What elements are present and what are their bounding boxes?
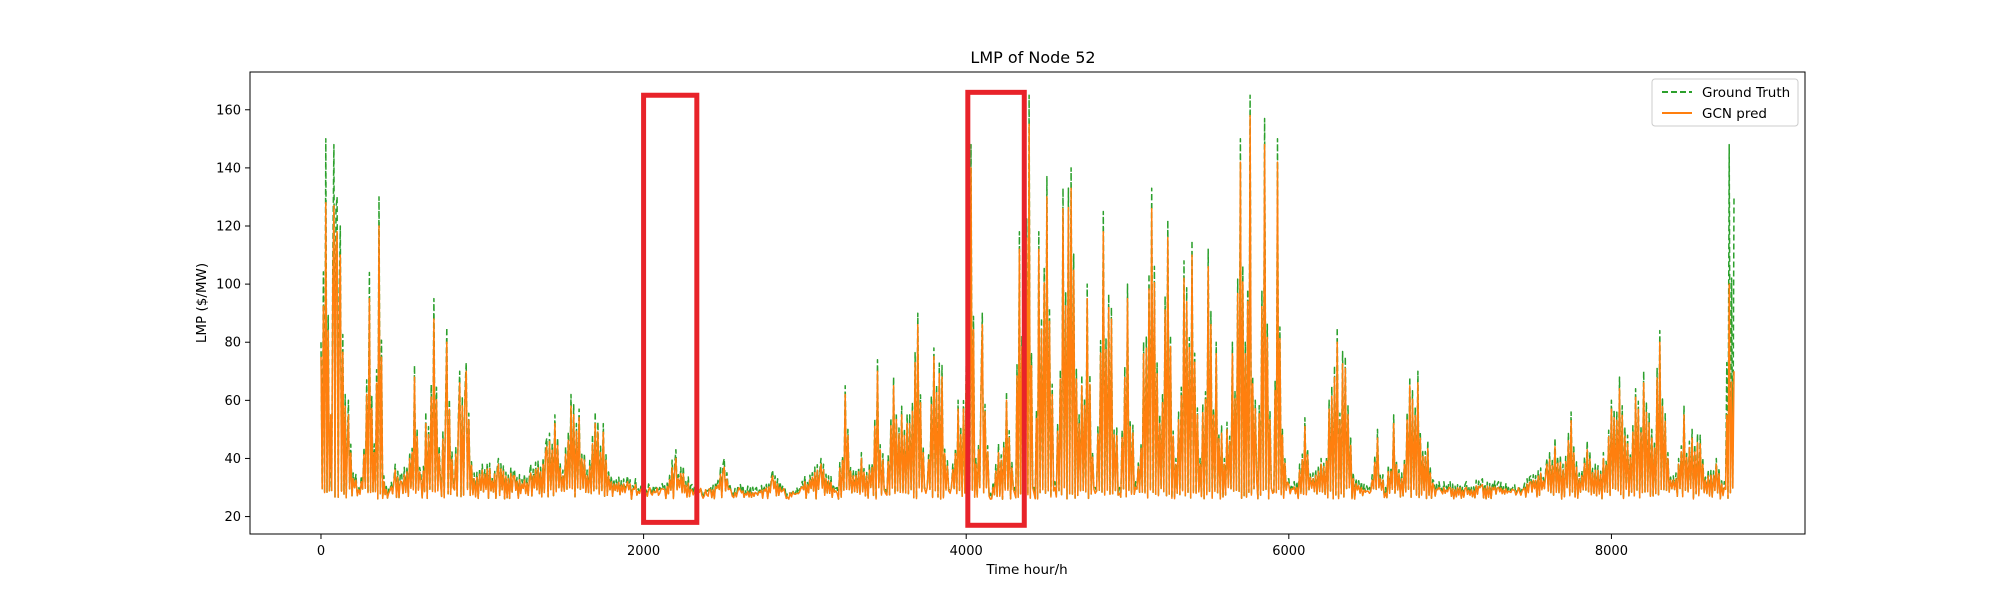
x-tick-label: 4000 bbox=[950, 544, 983, 559]
plot-area bbox=[249, 71, 1806, 535]
y-axis: 20 40 60 80 100 120 140 160 bbox=[216, 103, 250, 525]
x-tick-label: 8000 bbox=[1595, 544, 1628, 559]
x-tick-label: 6000 bbox=[1272, 544, 1305, 559]
y-tick-label: 40 bbox=[224, 452, 241, 467]
x-axis-title: Time hour/h bbox=[985, 562, 1067, 578]
y-tick-label: 120 bbox=[216, 220, 241, 235]
y-tick-label: 80 bbox=[224, 336, 241, 351]
annotation-layer bbox=[641, 89, 1027, 528]
series-layer bbox=[320, 94, 1735, 500]
x-axis: 0 2000 4000 6000 8000 bbox=[317, 534, 1628, 559]
legend-label-gcn-pred: GCN pred bbox=[1702, 106, 1767, 122]
y-tick-label: 140 bbox=[216, 161, 241, 176]
y-axis-title: LMP ($/MW) bbox=[194, 263, 210, 343]
chart-title: LMP of Node 52 bbox=[970, 48, 1095, 67]
legend-label-ground-truth: Ground Truth bbox=[1702, 85, 1790, 101]
series-gcn-pred-line bbox=[320, 114, 1735, 500]
legend-frame bbox=[1651, 78, 1799, 127]
y-tick-label: 20 bbox=[224, 510, 241, 525]
x-tick-label: 2000 bbox=[627, 544, 660, 559]
y-tick-label: 60 bbox=[224, 394, 241, 409]
plot-frame bbox=[249, 71, 1806, 535]
highlight-box-1 bbox=[641, 92, 700, 525]
y-tick-label: 100 bbox=[216, 278, 241, 293]
legend: Ground Truth GCN pred bbox=[1651, 78, 1799, 127]
y-tick-label: 160 bbox=[216, 103, 241, 118]
x-tick-label: 0 bbox=[317, 544, 325, 559]
highlight-box-2 bbox=[965, 89, 1027, 528]
